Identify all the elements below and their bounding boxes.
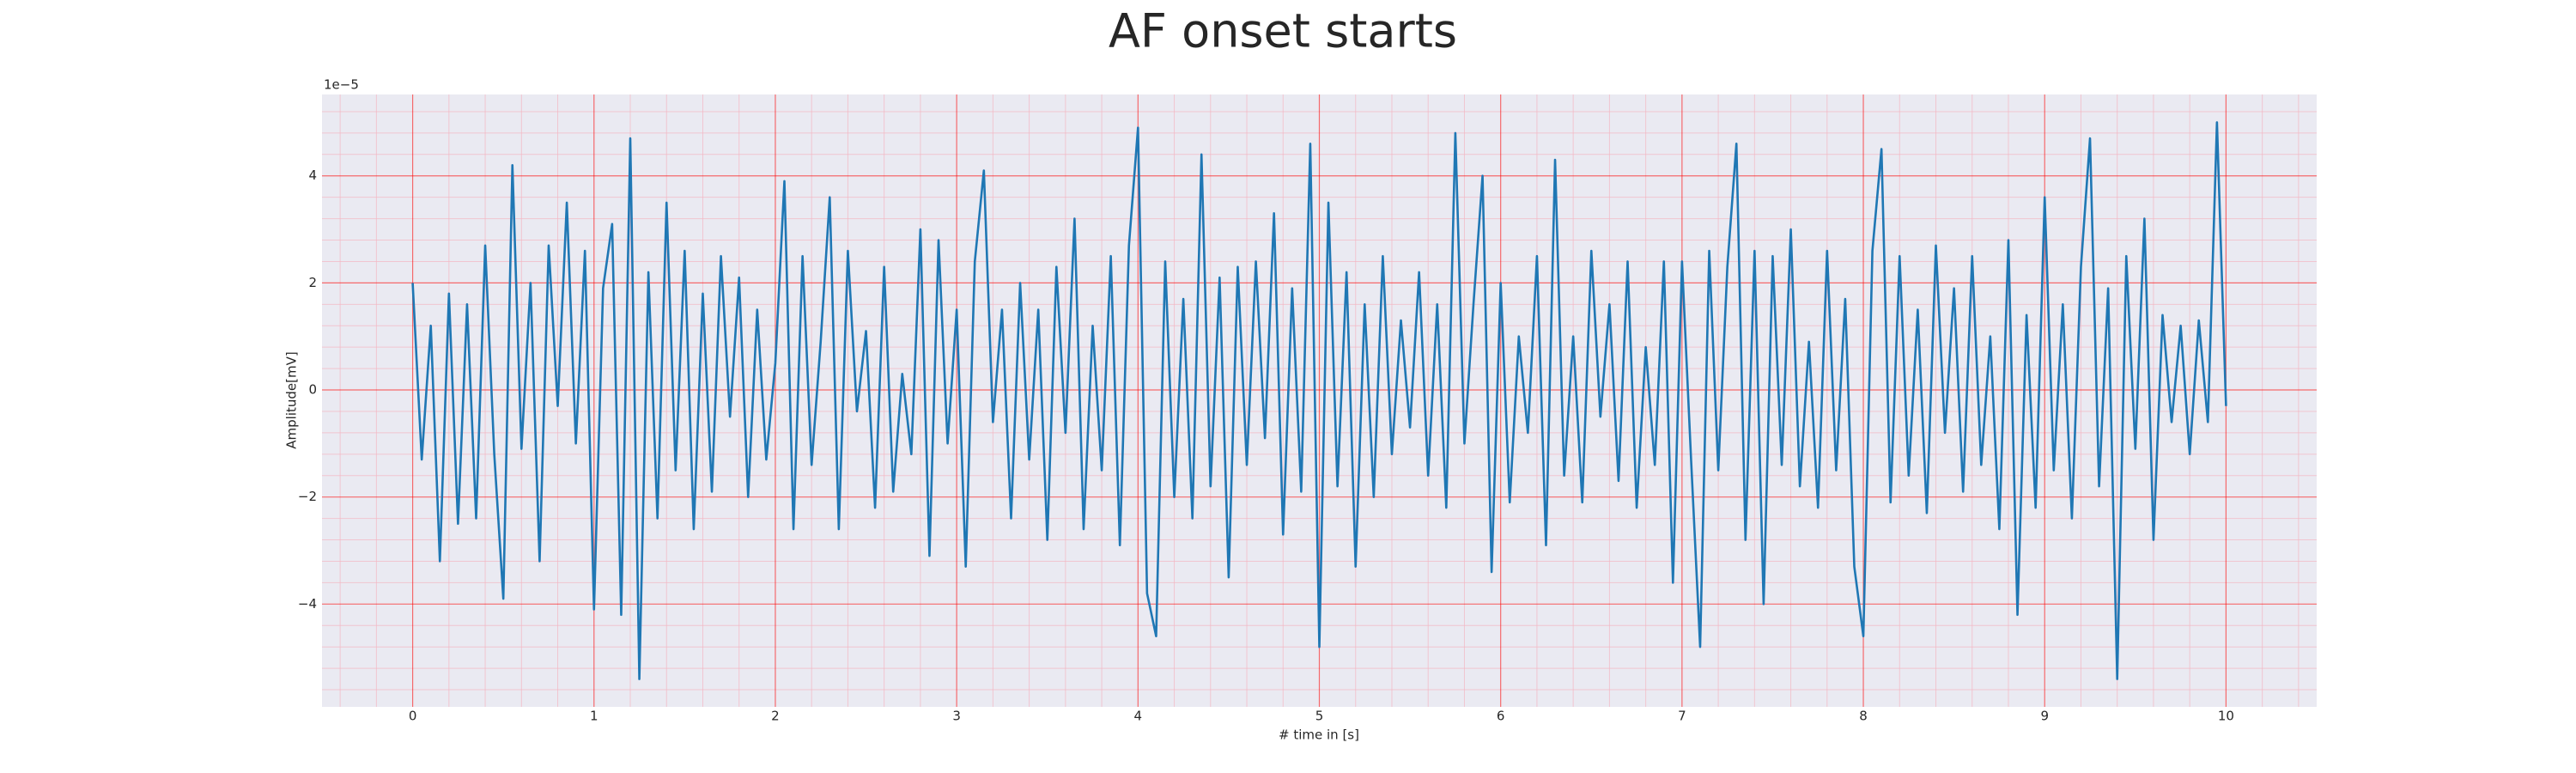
x-tick-label: 2 (771, 709, 780, 724)
y-tick-label: 4 (308, 167, 317, 183)
y-tick-label: −2 (298, 489, 317, 504)
x-axis-label: # time in [s] (1279, 727, 1359, 743)
x-tick-label: 4 (1134, 709, 1143, 724)
y-axis-label: Amplitude[mV] (284, 351, 300, 448)
marks (411, 121, 2227, 680)
labels: AF onset starts # time in [s] Amplitude[… (284, 4, 2234, 743)
x-tick-label: 5 (1315, 709, 1324, 724)
x-tick-label: 10 (2218, 709, 2234, 724)
x-tick-label: 9 (2040, 709, 2049, 724)
y-tick-label: −4 (298, 596, 317, 612)
y-tick-label: 0 (308, 382, 317, 398)
x-tick-label: 1 (590, 709, 598, 724)
x-tick-label: 6 (1497, 709, 1505, 724)
x-tick-label: 8 (1859, 709, 1868, 724)
offset-text: 1e−5 (324, 77, 359, 93)
x-tick-label: 7 (1678, 709, 1686, 724)
x-tick-label: 0 (409, 709, 417, 724)
chart-title: AF onset starts (1109, 4, 1457, 58)
signal-line (411, 121, 2227, 680)
y-tick-label: 2 (308, 275, 317, 290)
x-tick-label: 3 (952, 709, 961, 724)
